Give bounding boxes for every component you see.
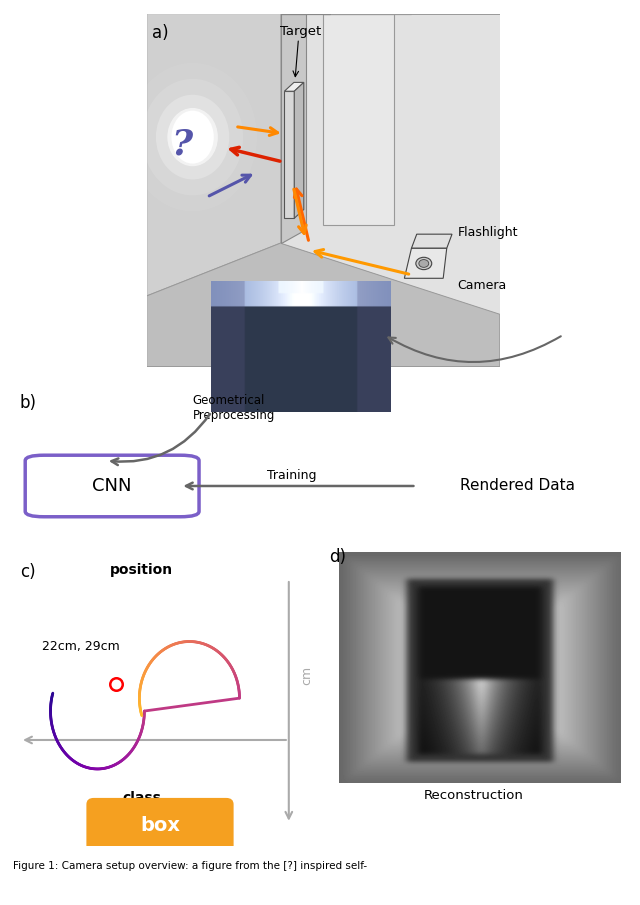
FancyBboxPatch shape <box>86 798 234 853</box>
Polygon shape <box>412 234 452 248</box>
Text: ?: ? <box>172 128 193 161</box>
Polygon shape <box>284 82 304 91</box>
Text: b): b) <box>19 394 36 412</box>
Text: d): d) <box>329 548 346 566</box>
Polygon shape <box>147 243 500 367</box>
Ellipse shape <box>416 257 432 270</box>
Ellipse shape <box>419 260 429 267</box>
Polygon shape <box>147 14 281 296</box>
Text: Target: Target <box>280 24 321 38</box>
FancyBboxPatch shape <box>25 455 199 517</box>
Text: a): a) <box>152 24 169 43</box>
Text: Training: Training <box>268 469 317 481</box>
Ellipse shape <box>156 95 229 179</box>
Polygon shape <box>294 82 304 218</box>
Text: class: class <box>122 792 161 805</box>
Text: cm: cm <box>143 807 162 821</box>
Text: Camera: Camera <box>458 279 507 291</box>
Ellipse shape <box>172 110 214 164</box>
Text: position: position <box>110 563 173 577</box>
Text: Geometrical
Preprocessing: Geometrical Preprocessing <box>193 394 275 422</box>
Polygon shape <box>323 14 394 225</box>
Text: Flashlight: Flashlight <box>458 226 518 239</box>
Text: Reconstruction: Reconstruction <box>424 789 524 802</box>
Polygon shape <box>281 14 305 243</box>
Text: Rendered Data: Rendered Data <box>460 479 575 493</box>
Text: box: box <box>140 815 180 834</box>
Ellipse shape <box>129 63 257 211</box>
Text: CNN: CNN <box>92 477 132 495</box>
Polygon shape <box>281 14 500 314</box>
Polygon shape <box>284 91 294 218</box>
Polygon shape <box>404 248 447 279</box>
Text: Figure 1: Camera setup overview: a figure from the [?] inspired self-: Figure 1: Camera setup overview: a figur… <box>13 861 367 871</box>
Ellipse shape <box>142 79 243 195</box>
Text: 22cm, 29cm: 22cm, 29cm <box>42 640 120 653</box>
Text: cm: cm <box>301 666 314 685</box>
Ellipse shape <box>168 108 218 167</box>
Text: c): c) <box>20 563 36 581</box>
